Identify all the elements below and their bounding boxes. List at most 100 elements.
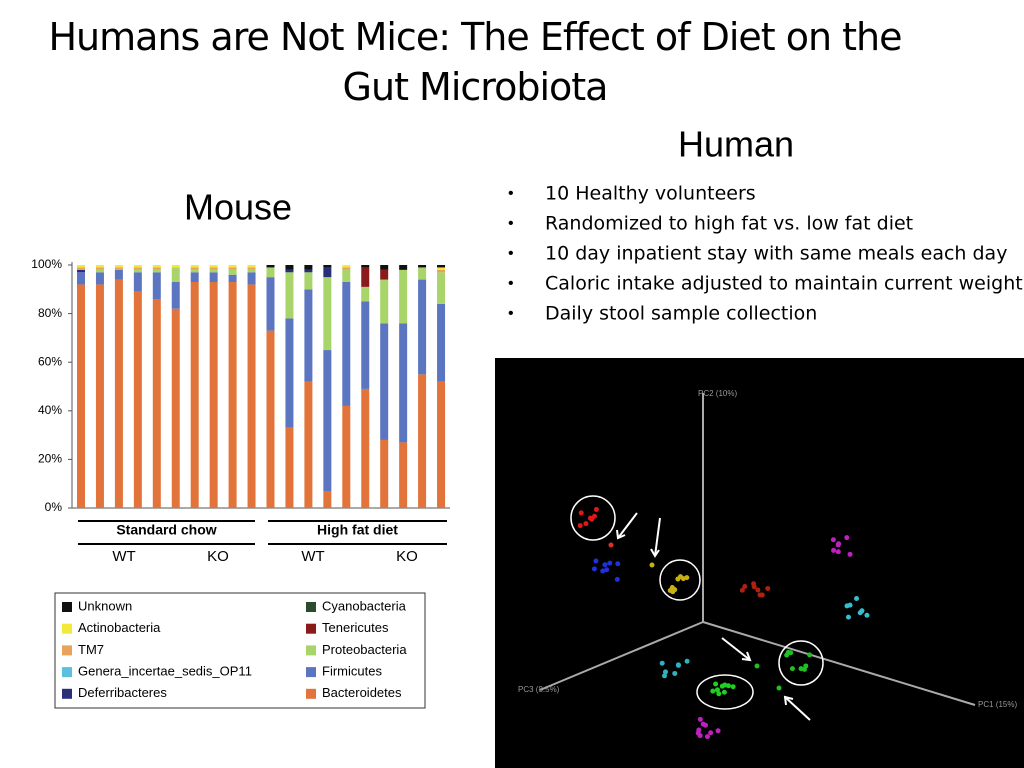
bar-segment bbox=[323, 277, 332, 351]
legend-label: Actinobacteria bbox=[78, 620, 161, 635]
legend-label: Cyanobacteria bbox=[322, 598, 407, 613]
bar-segment bbox=[323, 267, 332, 278]
bar-segment bbox=[228, 267, 237, 270]
bar-segment bbox=[190, 265, 199, 268]
pcoa-point bbox=[672, 670, 678, 676]
legend-label: TM7 bbox=[78, 642, 104, 657]
bar-segment bbox=[361, 388, 370, 508]
bar-segment bbox=[437, 272, 446, 304]
pcoa-point bbox=[836, 541, 842, 547]
legend-box bbox=[54, 592, 426, 709]
bar-segment bbox=[190, 272, 199, 283]
pcoa-point bbox=[845, 614, 851, 620]
pcoa-point bbox=[730, 684, 736, 690]
bar-segment bbox=[247, 269, 256, 273]
bar-segment bbox=[304, 381, 313, 508]
bar-segment bbox=[266, 265, 275, 268]
bar-segment bbox=[77, 272, 85, 285]
bar-segment bbox=[285, 318, 294, 428]
legend-label: Firmicutes bbox=[322, 664, 382, 679]
bar-segment bbox=[247, 267, 256, 270]
bar-segment bbox=[77, 269, 85, 273]
bar-segment bbox=[95, 284, 104, 508]
bar-segment bbox=[266, 330, 275, 508]
pcoa-point bbox=[577, 523, 583, 529]
bar-segment bbox=[418, 265, 427, 268]
pcoa-point bbox=[587, 515, 593, 521]
pcoa-point bbox=[755, 587, 761, 593]
pcoa-point bbox=[578, 510, 584, 516]
bar-segment bbox=[171, 267, 180, 283]
pcoa-point bbox=[696, 727, 702, 733]
human-heading: Human bbox=[678, 124, 794, 165]
bar-segment bbox=[114, 279, 123, 508]
pcoa-point bbox=[719, 683, 725, 689]
pcoa-point bbox=[739, 587, 745, 593]
legend-label: Genera_incertae_sedis_OP11 bbox=[78, 664, 252, 679]
bar-segment bbox=[114, 267, 123, 270]
pcoa-point bbox=[789, 666, 795, 672]
pcoa-point bbox=[592, 513, 598, 519]
bar-segment bbox=[190, 282, 199, 508]
bar-segment bbox=[399, 442, 408, 508]
pcoa-point bbox=[721, 689, 727, 695]
bar-segment bbox=[304, 272, 313, 290]
bar-segment bbox=[380, 279, 389, 324]
pcoa-point bbox=[710, 688, 716, 694]
bar-segment bbox=[380, 269, 389, 280]
bar-segment bbox=[285, 265, 294, 270]
pcoa-panel bbox=[495, 358, 1024, 768]
pcoa-point bbox=[725, 683, 731, 689]
bar-segment bbox=[437, 381, 446, 508]
bullet-dot: • bbox=[508, 275, 514, 292]
subgroup-label: WT bbox=[112, 548, 135, 565]
pcoa-point bbox=[854, 595, 860, 601]
pcoa-point bbox=[680, 576, 686, 582]
pcoa-point bbox=[662, 673, 668, 679]
pcoa-point bbox=[765, 585, 771, 591]
bar-segment bbox=[133, 269, 142, 273]
pc3-label: PC3 (8.5%) bbox=[518, 685, 560, 694]
pcoa-point bbox=[591, 566, 597, 572]
bar-segment bbox=[152, 299, 161, 508]
bar-segment bbox=[209, 282, 218, 508]
bar-segment bbox=[437, 265, 446, 268]
legend-swatch bbox=[306, 602, 316, 612]
legend-swatch bbox=[306, 623, 316, 634]
bar-segment bbox=[437, 303, 446, 382]
pcoa-point bbox=[716, 691, 722, 697]
pcoa-point bbox=[675, 662, 681, 668]
pcoa-point bbox=[844, 535, 850, 541]
pcoa-point bbox=[593, 507, 599, 513]
bar-segment bbox=[437, 269, 446, 273]
bullet-text: 10 Healthy volunteers bbox=[545, 183, 756, 205]
pcoa-point bbox=[757, 592, 763, 598]
pcoa-point bbox=[714, 687, 720, 693]
pc3-axis bbox=[539, 621, 704, 691]
bar-segment bbox=[285, 269, 294, 273]
pcoa-point bbox=[835, 549, 841, 555]
pc1-axis bbox=[702, 621, 976, 706]
pcoa-point bbox=[864, 612, 870, 618]
pcoa-point bbox=[798, 666, 804, 672]
bar-segment bbox=[209, 269, 218, 273]
bar-segment bbox=[133, 267, 142, 270]
bar-segment bbox=[114, 265, 123, 268]
bar-segment bbox=[285, 272, 294, 319]
bar-segment bbox=[380, 439, 389, 508]
pcoa-point bbox=[659, 660, 665, 666]
bar-segment bbox=[342, 267, 351, 270]
pcoa-point bbox=[830, 537, 836, 543]
legend-swatch bbox=[306, 667, 316, 678]
bar-segment bbox=[171, 282, 180, 309]
bar-segment bbox=[95, 267, 104, 270]
bar-segment bbox=[190, 269, 199, 273]
bar-segment bbox=[342, 269, 351, 283]
bar-segment bbox=[437, 267, 446, 270]
pc1-label: PC1 (15%) bbox=[978, 700, 1017, 709]
pcoa-point bbox=[754, 663, 760, 669]
pcoa-point bbox=[776, 685, 782, 691]
bar-segment bbox=[304, 269, 313, 273]
bar-segment bbox=[323, 265, 332, 268]
